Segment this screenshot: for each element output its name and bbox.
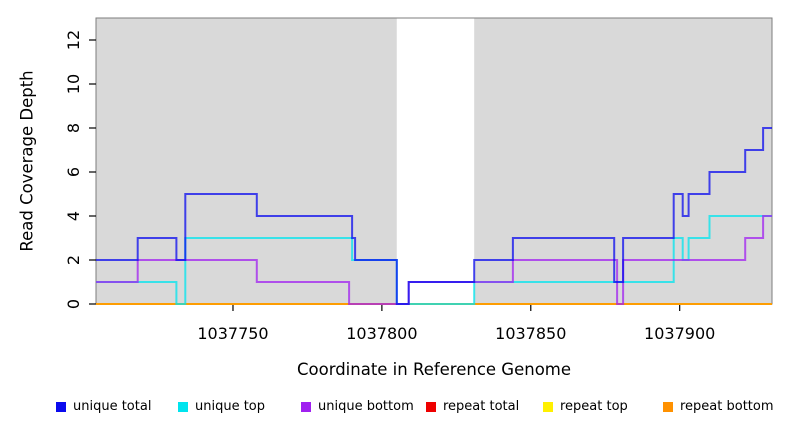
y-tick-label: 8 (64, 123, 83, 133)
y-tick-label: 12 (64, 30, 83, 50)
legend-swatch (663, 401, 673, 412)
legend-label: repeat total (443, 399, 520, 414)
legend-label: unique top (195, 399, 266, 414)
x-axis-title: Coordinate in Reference Genome (296, 360, 572, 379)
legend-item-repeat-total: repeat total (426, 399, 519, 414)
x-tick-label: 1037800 (346, 324, 417, 343)
x-tick-label: 1037750 (197, 324, 268, 343)
series-unique-top (96, 215, 772, 305)
legend-swatch (301, 401, 311, 412)
x-tick-label: 1037850 (495, 324, 566, 343)
legend-item-unique-total: unique total (56, 399, 151, 414)
series-unique-bottom (96, 215, 772, 305)
y-tick-label: 10 (64, 74, 83, 94)
series-unique-total (96, 127, 772, 305)
legend-item-unique-bottom: unique bottom (301, 399, 414, 414)
legend-label: repeat bottom (680, 399, 774, 414)
legend-item-repeat-top: repeat top (543, 399, 628, 414)
y-tick-label: 0 (64, 299, 83, 309)
y-tick-label: 4 (64, 211, 83, 221)
y-tick-label: 6 (64, 167, 83, 177)
legend-swatch (543, 401, 553, 412)
legend-item-repeat-bottom: repeat bottom (663, 399, 774, 414)
legend-swatch (426, 401, 436, 412)
legend-label: unique bottom (318, 399, 414, 414)
y-tick-label: 2 (64, 255, 83, 265)
legend-label: repeat top (560, 399, 628, 414)
legend-label: unique total (73, 399, 152, 414)
legend-swatch (56, 401, 66, 412)
y-axis-title: Read Coverage Depth (17, 70, 37, 252)
x-tick-label: 1037900 (644, 324, 715, 343)
masked-region (396, 18, 475, 304)
legend-item-unique-top: unique top (178, 399, 265, 414)
chart-legend: unique total unique top unique bottom repea… (0, 399, 792, 415)
legend-swatch (178, 401, 188, 412)
